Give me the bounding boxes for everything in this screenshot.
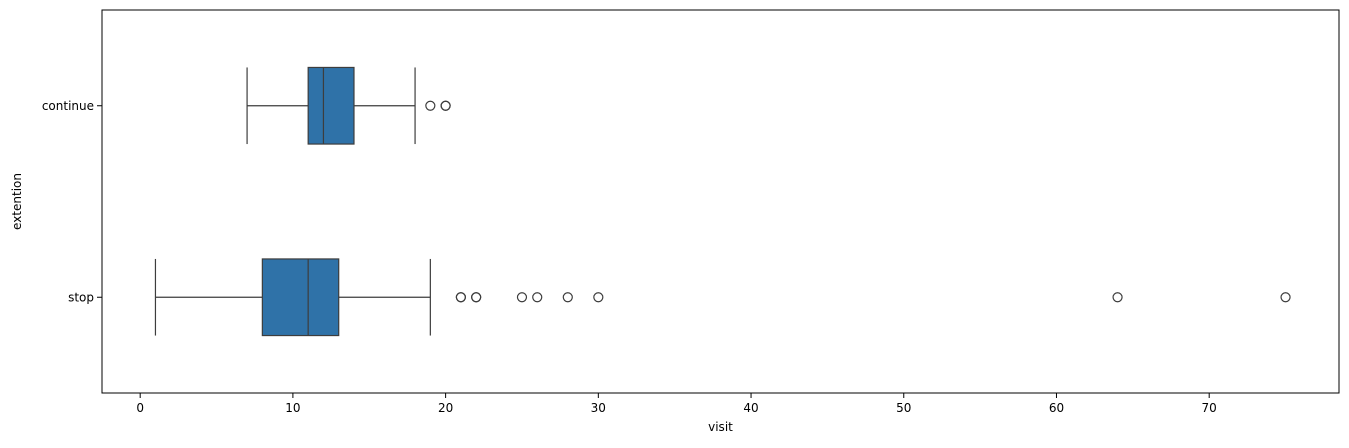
x-tick-label: 50 [896, 401, 911, 415]
outlier-point [516, 292, 528, 303]
y-axis-label: extention [10, 173, 24, 230]
iqr-box [261, 258, 340, 337]
x-tick-label: 30 [591, 401, 606, 415]
box-group-continue [246, 66, 451, 145]
x-tick-label: 70 [1202, 401, 1217, 415]
x-tick-label: 60 [1049, 401, 1064, 415]
x-tick-label: 10 [285, 401, 300, 415]
y-tick-label: continue [42, 99, 94, 113]
x-tick-label: 20 [438, 401, 453, 415]
outlier-point [532, 292, 543, 303]
x-axis-ticks: 0 10 20 30 40 50 60 70 [136, 393, 1217, 415]
plot-frame [101, 9, 1340, 394]
outlier-point [425, 100, 436, 111]
box-group-stop [154, 258, 1291, 337]
y-tick-label: stop [68, 290, 94, 304]
iqr-box [307, 66, 355, 145]
x-axis-label: visit [708, 420, 733, 434]
outlier-point [593, 292, 604, 303]
y-axis-ticks: continue stop [42, 99, 102, 304]
plot-area [154, 66, 1291, 337]
x-tick-label: 0 [136, 401, 144, 415]
outlier-point [471, 292, 482, 303]
outlier-point [562, 292, 573, 303]
outlier-point [440, 100, 451, 111]
x-tick-label: 40 [743, 401, 758, 415]
outlier-point [1112, 292, 1123, 303]
outlier-point [1280, 292, 1291, 303]
outlier-point [455, 292, 466, 303]
